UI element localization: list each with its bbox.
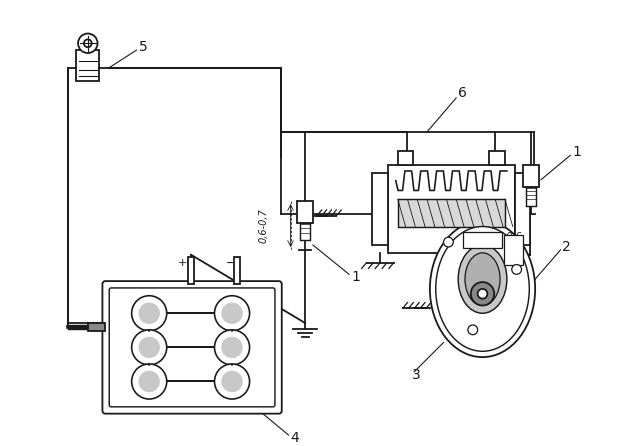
Bar xyxy=(397,199,505,227)
Text: 2: 2 xyxy=(563,240,571,254)
Text: 5: 5 xyxy=(138,40,147,54)
Bar xyxy=(76,50,99,81)
Text: 3: 3 xyxy=(412,368,421,382)
Bar xyxy=(504,235,524,264)
Text: 1: 1 xyxy=(572,145,581,160)
Circle shape xyxy=(214,330,250,365)
Bar xyxy=(515,173,530,245)
Circle shape xyxy=(512,264,522,274)
Bar xyxy=(388,165,515,253)
Circle shape xyxy=(214,296,250,331)
Circle shape xyxy=(138,337,160,358)
Bar xyxy=(234,257,240,284)
FancyBboxPatch shape xyxy=(109,288,275,407)
Circle shape xyxy=(468,325,478,334)
Circle shape xyxy=(84,39,92,47)
Circle shape xyxy=(221,302,243,324)
Bar xyxy=(524,165,539,186)
Text: +: + xyxy=(178,259,187,268)
Circle shape xyxy=(214,364,250,399)
Text: 0,4-0,6: 0,4-0,6 xyxy=(487,232,522,242)
Bar xyxy=(373,173,388,245)
Text: 0,6-0,7: 0,6-0,7 xyxy=(258,208,268,243)
Circle shape xyxy=(132,330,167,365)
Text: −: − xyxy=(225,256,236,269)
FancyBboxPatch shape xyxy=(102,281,282,413)
Ellipse shape xyxy=(465,253,500,306)
Circle shape xyxy=(132,296,167,331)
Text: 1: 1 xyxy=(351,270,360,284)
Circle shape xyxy=(478,289,487,299)
Circle shape xyxy=(443,237,453,247)
Circle shape xyxy=(138,302,160,324)
Circle shape xyxy=(221,337,243,358)
Circle shape xyxy=(78,33,97,53)
Bar xyxy=(463,232,502,248)
Bar xyxy=(301,223,310,240)
Circle shape xyxy=(132,364,167,399)
Bar xyxy=(397,152,414,165)
Ellipse shape xyxy=(436,227,529,351)
Circle shape xyxy=(471,282,494,306)
Text: 6: 6 xyxy=(458,86,467,100)
Bar xyxy=(489,152,505,165)
Bar xyxy=(297,201,313,223)
Circle shape xyxy=(221,371,243,392)
Ellipse shape xyxy=(430,221,535,357)
Text: 4: 4 xyxy=(291,431,299,445)
Ellipse shape xyxy=(458,245,507,313)
Bar xyxy=(188,257,194,284)
Bar xyxy=(88,323,106,331)
Bar xyxy=(527,186,536,206)
Circle shape xyxy=(138,371,160,392)
